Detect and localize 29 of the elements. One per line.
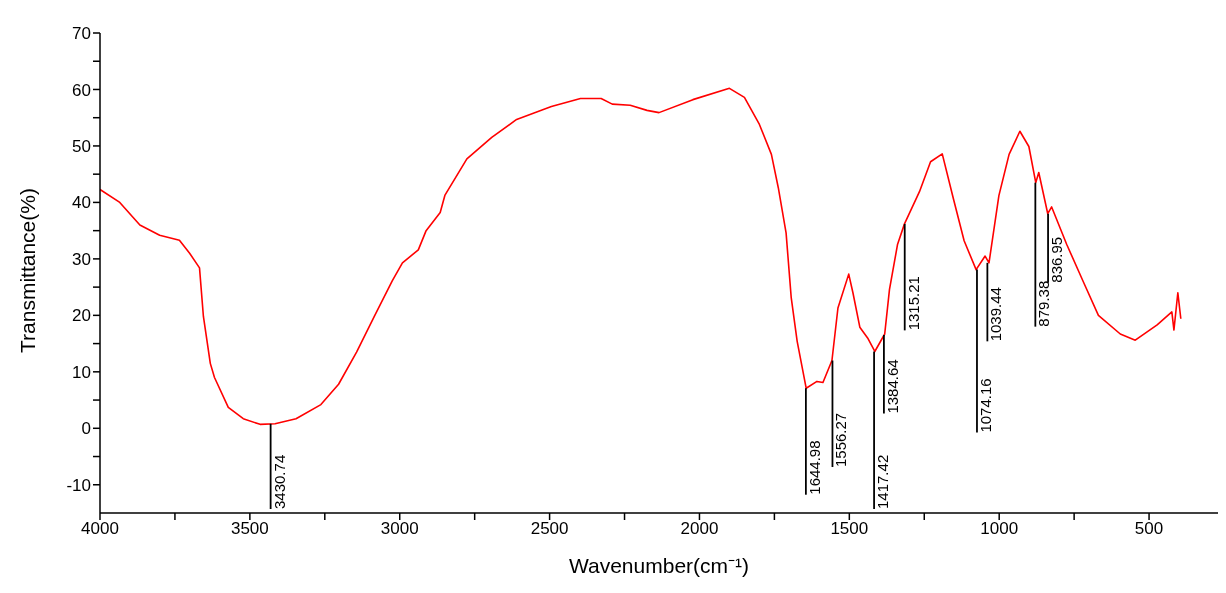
y-tick-label: -10 (66, 475, 91, 495)
annotation: 1039.44 (987, 287, 1005, 342)
x-axis-title: Wavenumber(cm⁻¹) (568, 554, 750, 577)
x-tick-label: 4000 (81, 519, 119, 539)
annotation: 3430.74 (270, 454, 288, 509)
x-tick-label: 1500 (830, 519, 869, 539)
y-tick-label: 0 (81, 419, 91, 439)
y-tick-label: 50 (72, 136, 91, 156)
y-tick-label: 30 (72, 249, 91, 269)
y-tick-label: 10 (72, 362, 91, 382)
x-tick-label: 3000 (380, 519, 419, 539)
x-tick-label: 2500 (530, 519, 569, 539)
annotation: 1417.42 (874, 454, 892, 509)
annotation: 1074.16 (976, 378, 994, 433)
y-tick-label: 60 (72, 80, 91, 100)
y-axis-title: Transmittance(%) (16, 188, 40, 353)
annotation: 879.38 (1035, 280, 1053, 327)
annotation: 1556.27 (832, 412, 850, 468)
annotation: 1384.64 (883, 359, 901, 414)
y-tick-label: 70 (72, 24, 91, 44)
x-tick-label: 500 (1134, 519, 1164, 539)
x-tick-label: 2000 (680, 519, 719, 539)
y-tick-label: 40 (72, 193, 91, 213)
x-tick-label: 3500 (230, 519, 269, 539)
x-tick-label: 1000 (980, 519, 1019, 539)
y-tick-label: 20 (72, 306, 91, 326)
annotation: 1644.98 (805, 440, 823, 495)
annotation: 836.95 (1048, 236, 1066, 283)
annotation: 1315.21 (904, 276, 922, 331)
